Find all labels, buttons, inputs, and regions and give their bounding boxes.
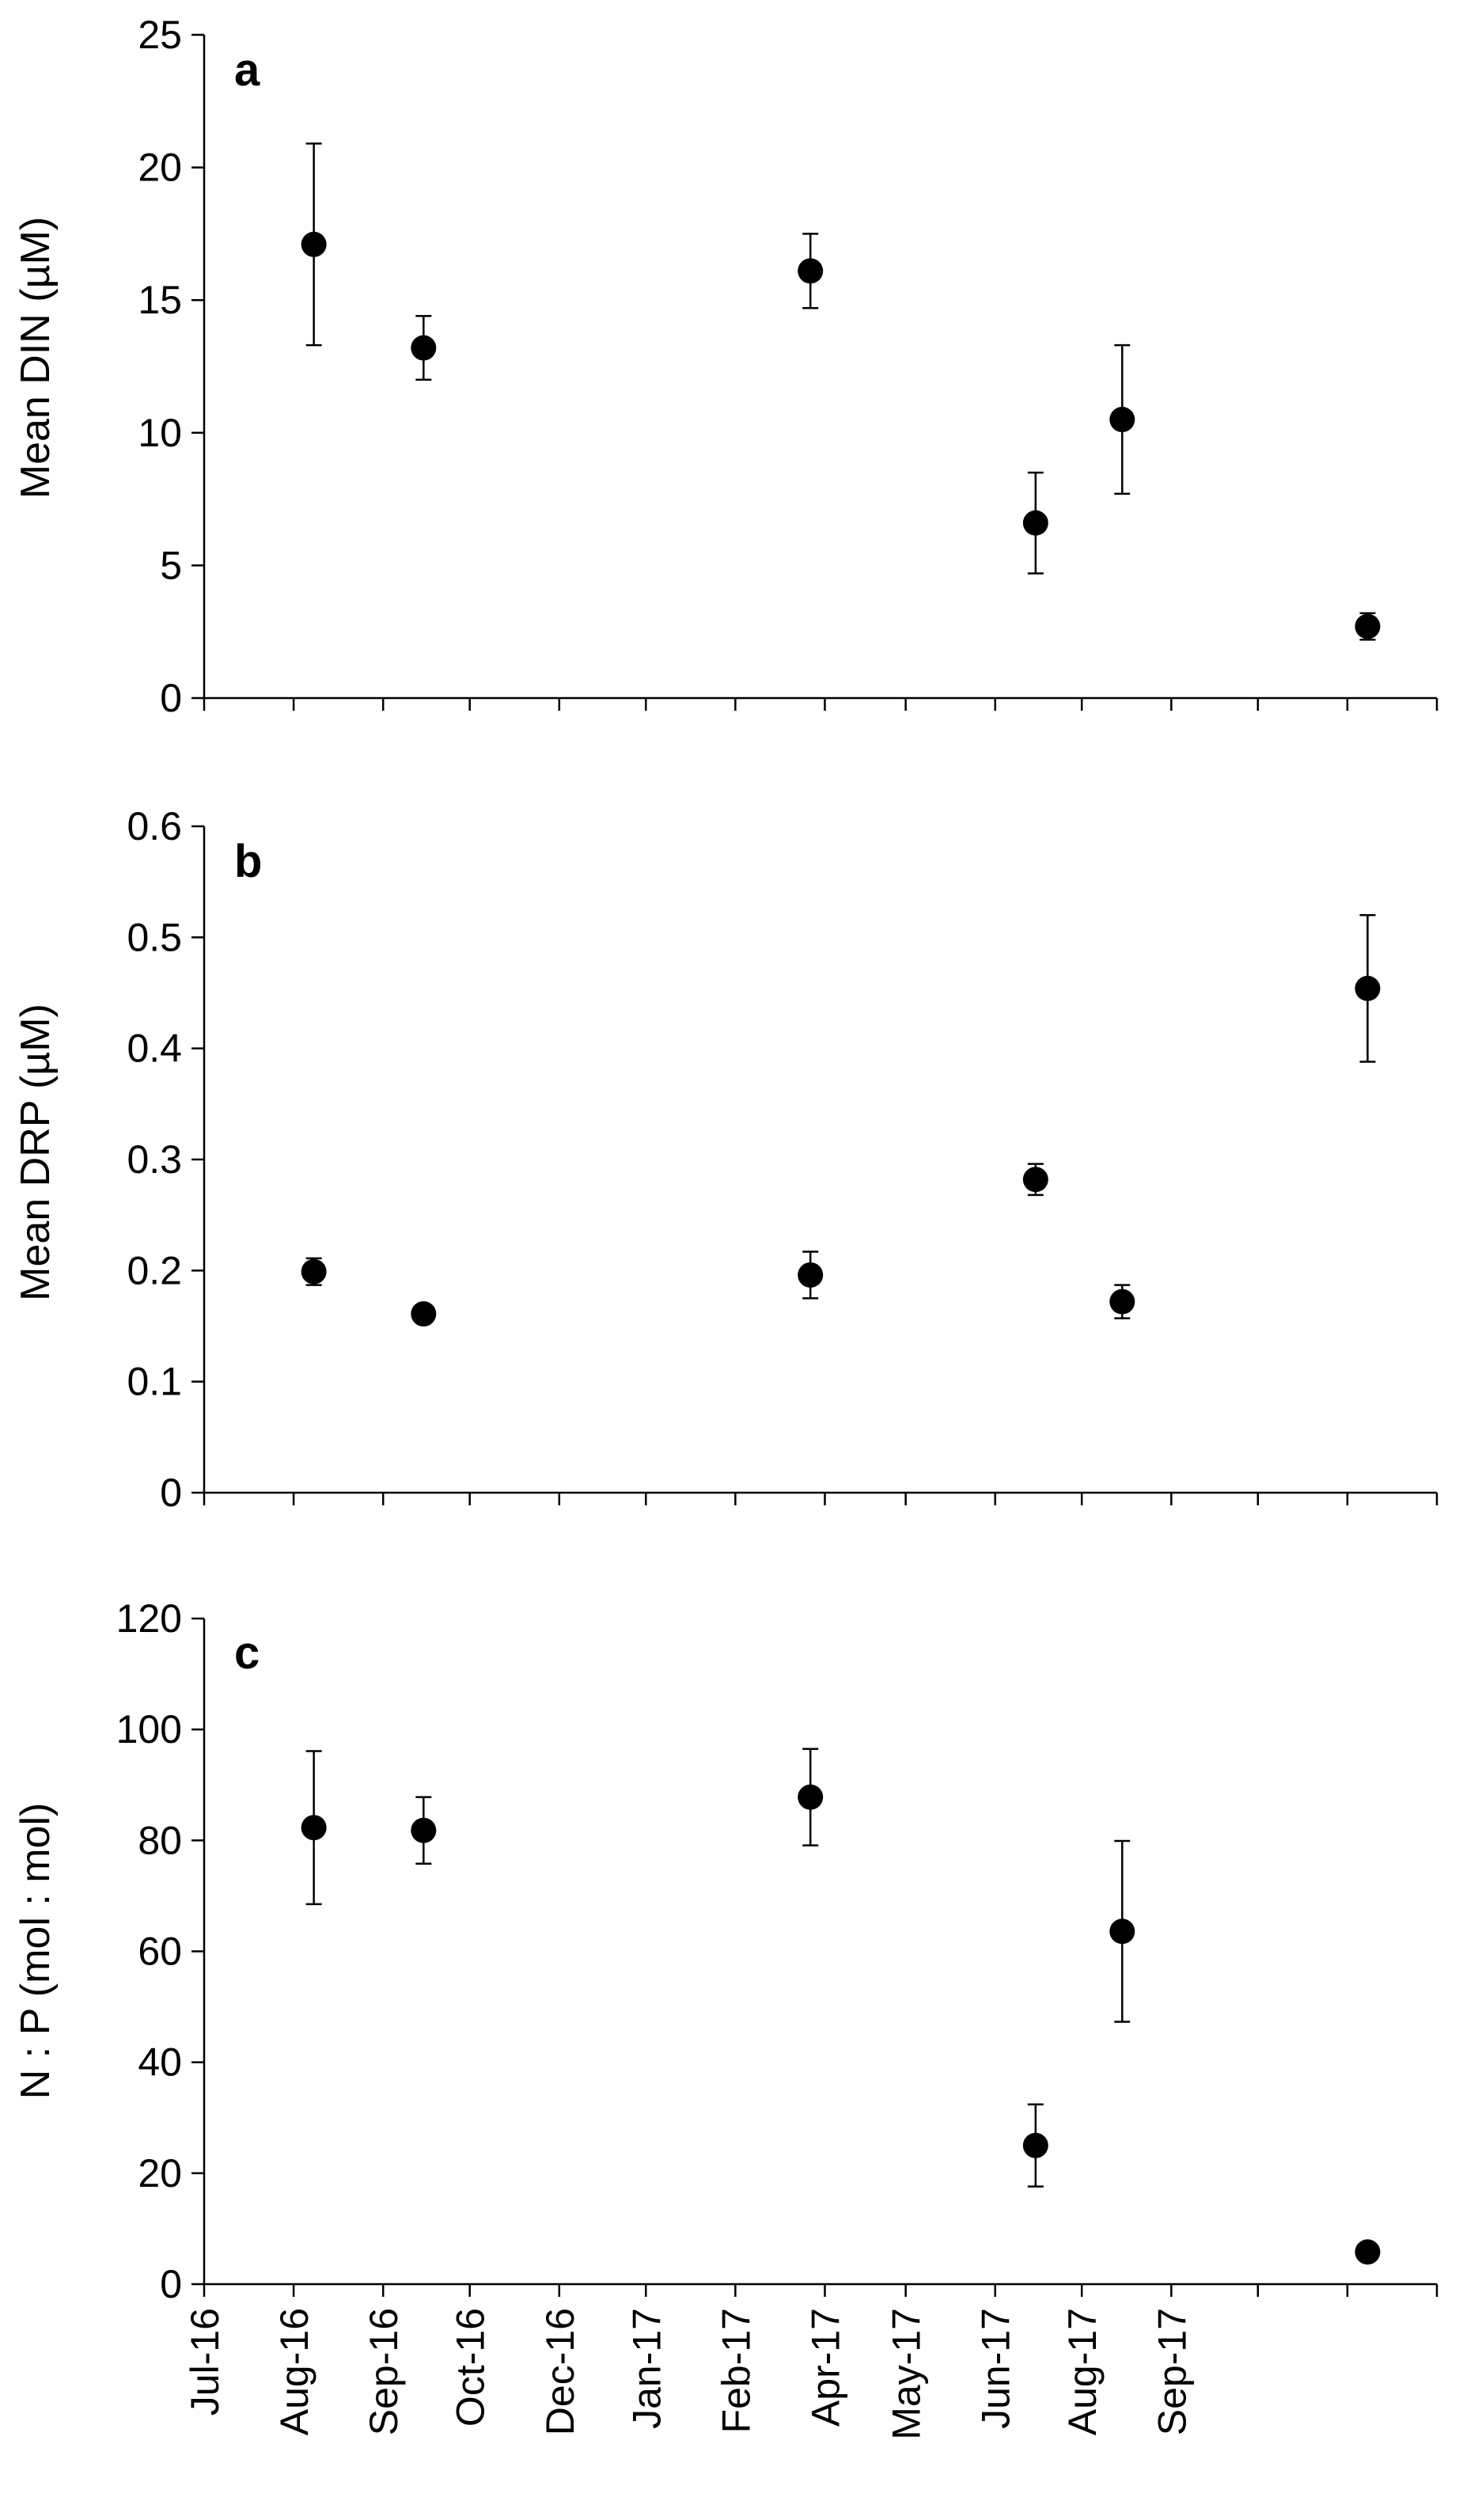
panel-a-data-point	[411, 335, 437, 361]
panel-c-y-axis-title: N : P (mol : mol)	[13, 1803, 59, 2100]
x-tick-label: Oct-16	[449, 2308, 493, 2427]
panel-b-letter: b	[234, 836, 262, 887]
x-tick-label: Sep-17	[1150, 2308, 1194, 2435]
panel-c-data-point	[411, 1817, 437, 1843]
panel-c-data-point	[1355, 2239, 1381, 2265]
panel-a-data-point	[798, 258, 824, 284]
x-axis-tick-labels: Jul-16 Aug-16 Sep-16 Oct-16 Dec-16 Jan-17 Feb-…	[183, 2308, 1194, 2440]
panel-c-data-point	[798, 1784, 824, 1810]
panel-b-y-tick-label: 0.2	[127, 1248, 182, 1292]
panel-c-y-tick-label: 60	[138, 1930, 182, 1974]
panel-c-y-tick-label: 100	[116, 1707, 182, 1751]
panel-a-y-tick-label: 0	[160, 676, 182, 720]
panel-b-data-point	[1022, 1167, 1048, 1193]
panel-a-y-tick-label: 20	[138, 146, 182, 190]
panel-a-data-point	[1355, 613, 1381, 639]
panel-a-letter: a	[234, 44, 260, 96]
panel-b-y-tick-label: 0.1	[127, 1360, 182, 1404]
panel-a-y-axis-title: Mean DIN (µM)	[13, 217, 59, 499]
x-tick-label: Dec-16	[538, 2308, 582, 2435]
panel-c-y-tick-label: 80	[138, 1818, 182, 1862]
panel-a-data-point	[301, 231, 327, 257]
x-tick-label: Jun-17	[974, 2308, 1018, 2429]
panel-a: a Mean DIN (µM) 0 5 10 15 20 25	[13, 13, 1438, 720]
panel-a-y-tick-label: 15	[138, 278, 182, 322]
panel-c-y-tick-label: 40	[138, 2040, 182, 2085]
panel-c-data-point	[301, 1815, 327, 1841]
panel-b-data-point	[301, 1258, 327, 1285]
panel-c: c N : P (mol : mol) 0 20 40 60 80 100 120	[13, 1596, 1438, 2306]
x-tick-label: Sep-16	[362, 2308, 406, 2435]
panel-b-y-tick-label: 0.6	[127, 804, 182, 848]
panel-c-letter: c	[234, 1627, 260, 1679]
panel-b-data-point	[411, 1301, 437, 1327]
panel-a-y-tick-label: 25	[138, 13, 182, 57]
panel-b-y-axis-title: Mean DRP (µM)	[13, 1004, 59, 1301]
panel-b-data-point	[1355, 975, 1381, 1001]
panel-b-data-point	[798, 1262, 824, 1288]
panel-b: b Mean DRP (µM) 0 0.1 0.2 0.3 0.4 0.5 0.6	[13, 804, 1438, 1515]
panel-b-y-tick-label: 0	[160, 1471, 182, 1515]
panel-b-y-tick-label: 0.5	[127, 915, 182, 959]
x-tick-label: Aug-16	[272, 2308, 316, 2435]
panel-c-data-point	[1022, 2132, 1048, 2158]
panel-c-y-tick-label: 120	[116, 1596, 182, 1641]
x-tick-label: Jul-16	[183, 2308, 227, 2416]
panel-c-y-tick-label: 0	[160, 2262, 182, 2306]
panel-b-y-tick-label: 0.4	[127, 1027, 182, 1071]
panel-c-y-tick-label: 20	[138, 2151, 182, 2196]
x-tick-label: Feb-17	[714, 2308, 758, 2433]
x-tick-label: Apr-17	[803, 2308, 847, 2427]
panel-c-data-point	[1109, 1918, 1135, 1945]
panel-a-y-tick-label: 5	[160, 543, 182, 587]
panel-a-data-point	[1022, 510, 1048, 536]
x-tick-label: Jan-17	[624, 2308, 669, 2429]
panel-a-y-tick-label: 10	[138, 411, 182, 455]
panel-b-data-point	[1109, 1288, 1135, 1315]
panel-a-data-point	[1109, 407, 1135, 433]
panel-b-y-tick-label: 0.3	[127, 1137, 182, 1182]
x-tick-label: May-17	[885, 2308, 929, 2440]
x-tick-label: Aug-17	[1060, 2308, 1105, 2435]
